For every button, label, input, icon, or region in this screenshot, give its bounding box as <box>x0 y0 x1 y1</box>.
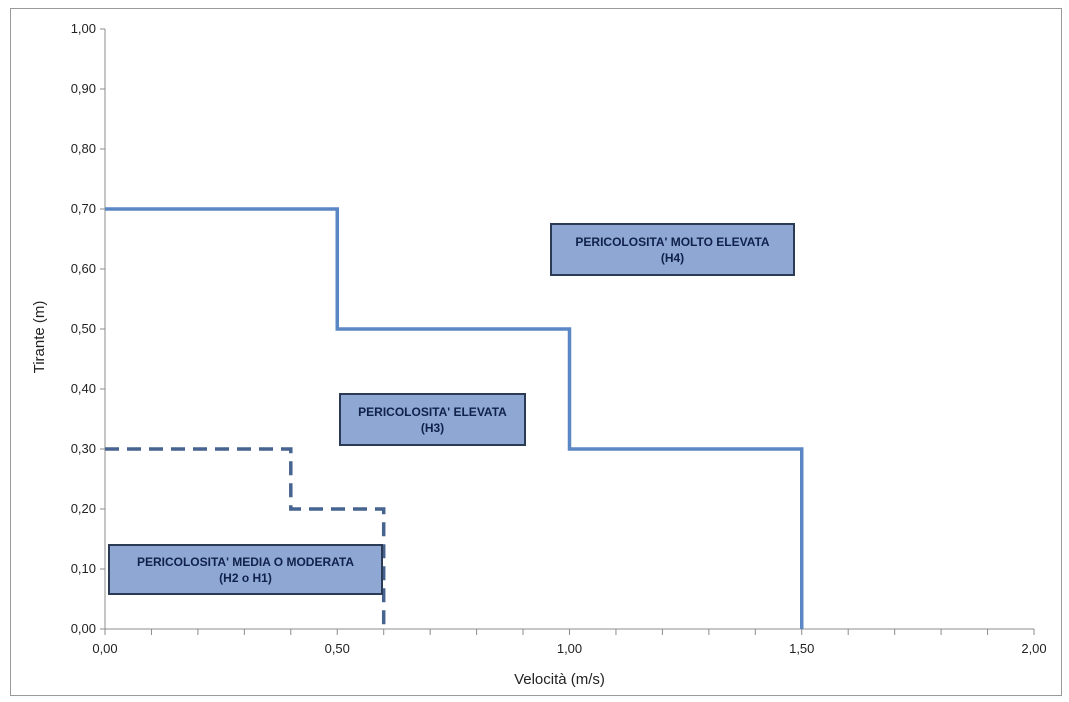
y-tick-label: 0,00 <box>71 621 96 636</box>
ticks: 0,00 0,10 0,20 0,30 0,40 0,50 0,60 0,70 0,80 0,90… <box>71 21 1047 656</box>
annotation-h3-code: (H3) <box>420 420 445 435</box>
series <box>105 207 804 629</box>
annotation-h2-h1-title: PERICOLOSITA' MEDIA O MODERATA <box>136 554 355 569</box>
x-tick-label: 1,00 <box>557 641 582 656</box>
annotation-h4-title: PERICOLOSITA' MOLTO ELEVATA <box>575 234 770 249</box>
x-tick-label: 0,50 <box>325 641 350 656</box>
hazard-chart: 0,00 0,10 0,20 0,30 0,40 0,50 0,60 0,70 0,80 0,90… <box>31 21 1047 688</box>
annotation-h4: PERICOLOSITA' MOLTO ELEVATA (H4) <box>550 223 795 276</box>
annotation-h2-h1: PERICOLOSITA' MEDIA O MODERATA (H2 o H1) <box>108 544 383 595</box>
y-tick-label: 0,80 <box>71 141 96 156</box>
x-axis-title: Velocità (m/s) <box>514 671 605 688</box>
x-tick-label: 2,00 <box>1021 641 1046 656</box>
annotation-h2-h1-code: (H2 o H1) <box>219 570 272 585</box>
x-tick-label: 1,50 <box>789 641 814 656</box>
chart-frame: 0,00 0,10 0,20 0,30 0,40 0,50 0,60 0,70 0,80 0,90… <box>10 8 1062 696</box>
y-tick-label: 0,40 <box>71 381 96 396</box>
series-line-solid <box>105 207 804 629</box>
y-tick-label: 0,30 <box>71 441 96 456</box>
y-tick-label: 0,70 <box>71 201 96 216</box>
annotation-h3: PERICOLOSITA' ELEVATA (H3) <box>339 393 526 446</box>
y-axis-title: Tirante (m) <box>31 301 48 374</box>
y-tick-label: 0,90 <box>71 81 96 96</box>
annotation-h4-code: (H4) <box>660 250 685 265</box>
annotation-h3-title: PERICOLOSITA' ELEVATA <box>358 404 507 419</box>
y-tick-label: 0,10 <box>71 561 96 576</box>
y-tick-label: 0,60 <box>71 261 96 276</box>
y-tick-label: 1,00 <box>71 21 96 36</box>
x-tick-label: 0,00 <box>92 641 117 656</box>
y-tick-label: 0,50 <box>71 321 96 336</box>
y-tick-label: 0,20 <box>71 501 96 516</box>
series-line-dashed <box>105 447 386 629</box>
